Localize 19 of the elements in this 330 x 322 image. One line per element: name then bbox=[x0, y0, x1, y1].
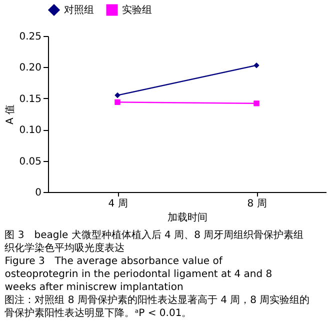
y-tick-label: 0.10 bbox=[19, 125, 42, 136]
point bbox=[254, 100, 260, 106]
caption: 图 3 beagle 犬微型种植体植入后 4 周、8 周牙周组织骨保护素组织化学染色平均吸光度表达 bbox=[4, 229, 304, 254]
point bbox=[114, 99, 120, 105]
y-tick-label: 0.15 bbox=[19, 94, 42, 105]
legend-label: 对照组 bbox=[64, 4, 94, 16]
x-tick-label: 8 周 bbox=[247, 198, 267, 210]
x-axis-title: 加载时间 bbox=[168, 212, 208, 224]
caption: Figure 3 The average absorbance value of osteoprotegrin in the periodontal ligament at 4 and 8 weeks after miniscrew implantation bbox=[4, 256, 272, 293]
y-axis-title: A 值 bbox=[5, 104, 16, 125]
y-tick-label: 0.25 bbox=[19, 32, 42, 42]
point bbox=[114, 92, 120, 98]
x-tick-label: 4 周 bbox=[108, 198, 128, 210]
y-tick-label: 0.20 bbox=[19, 62, 42, 74]
point bbox=[254, 62, 260, 68]
text: 图注：对照组 8 周骨保护素的阳性表达显著高于 4 周，8 周实验组的骨保护素阳性表达明显下降。ᵃP < 0.01。 bbox=[4, 294, 310, 319]
legend-label: 实验组 bbox=[122, 4, 152, 16]
y-tick-label: 0 bbox=[35, 188, 42, 198]
y-tick-label: 0.05 bbox=[19, 156, 42, 168]
